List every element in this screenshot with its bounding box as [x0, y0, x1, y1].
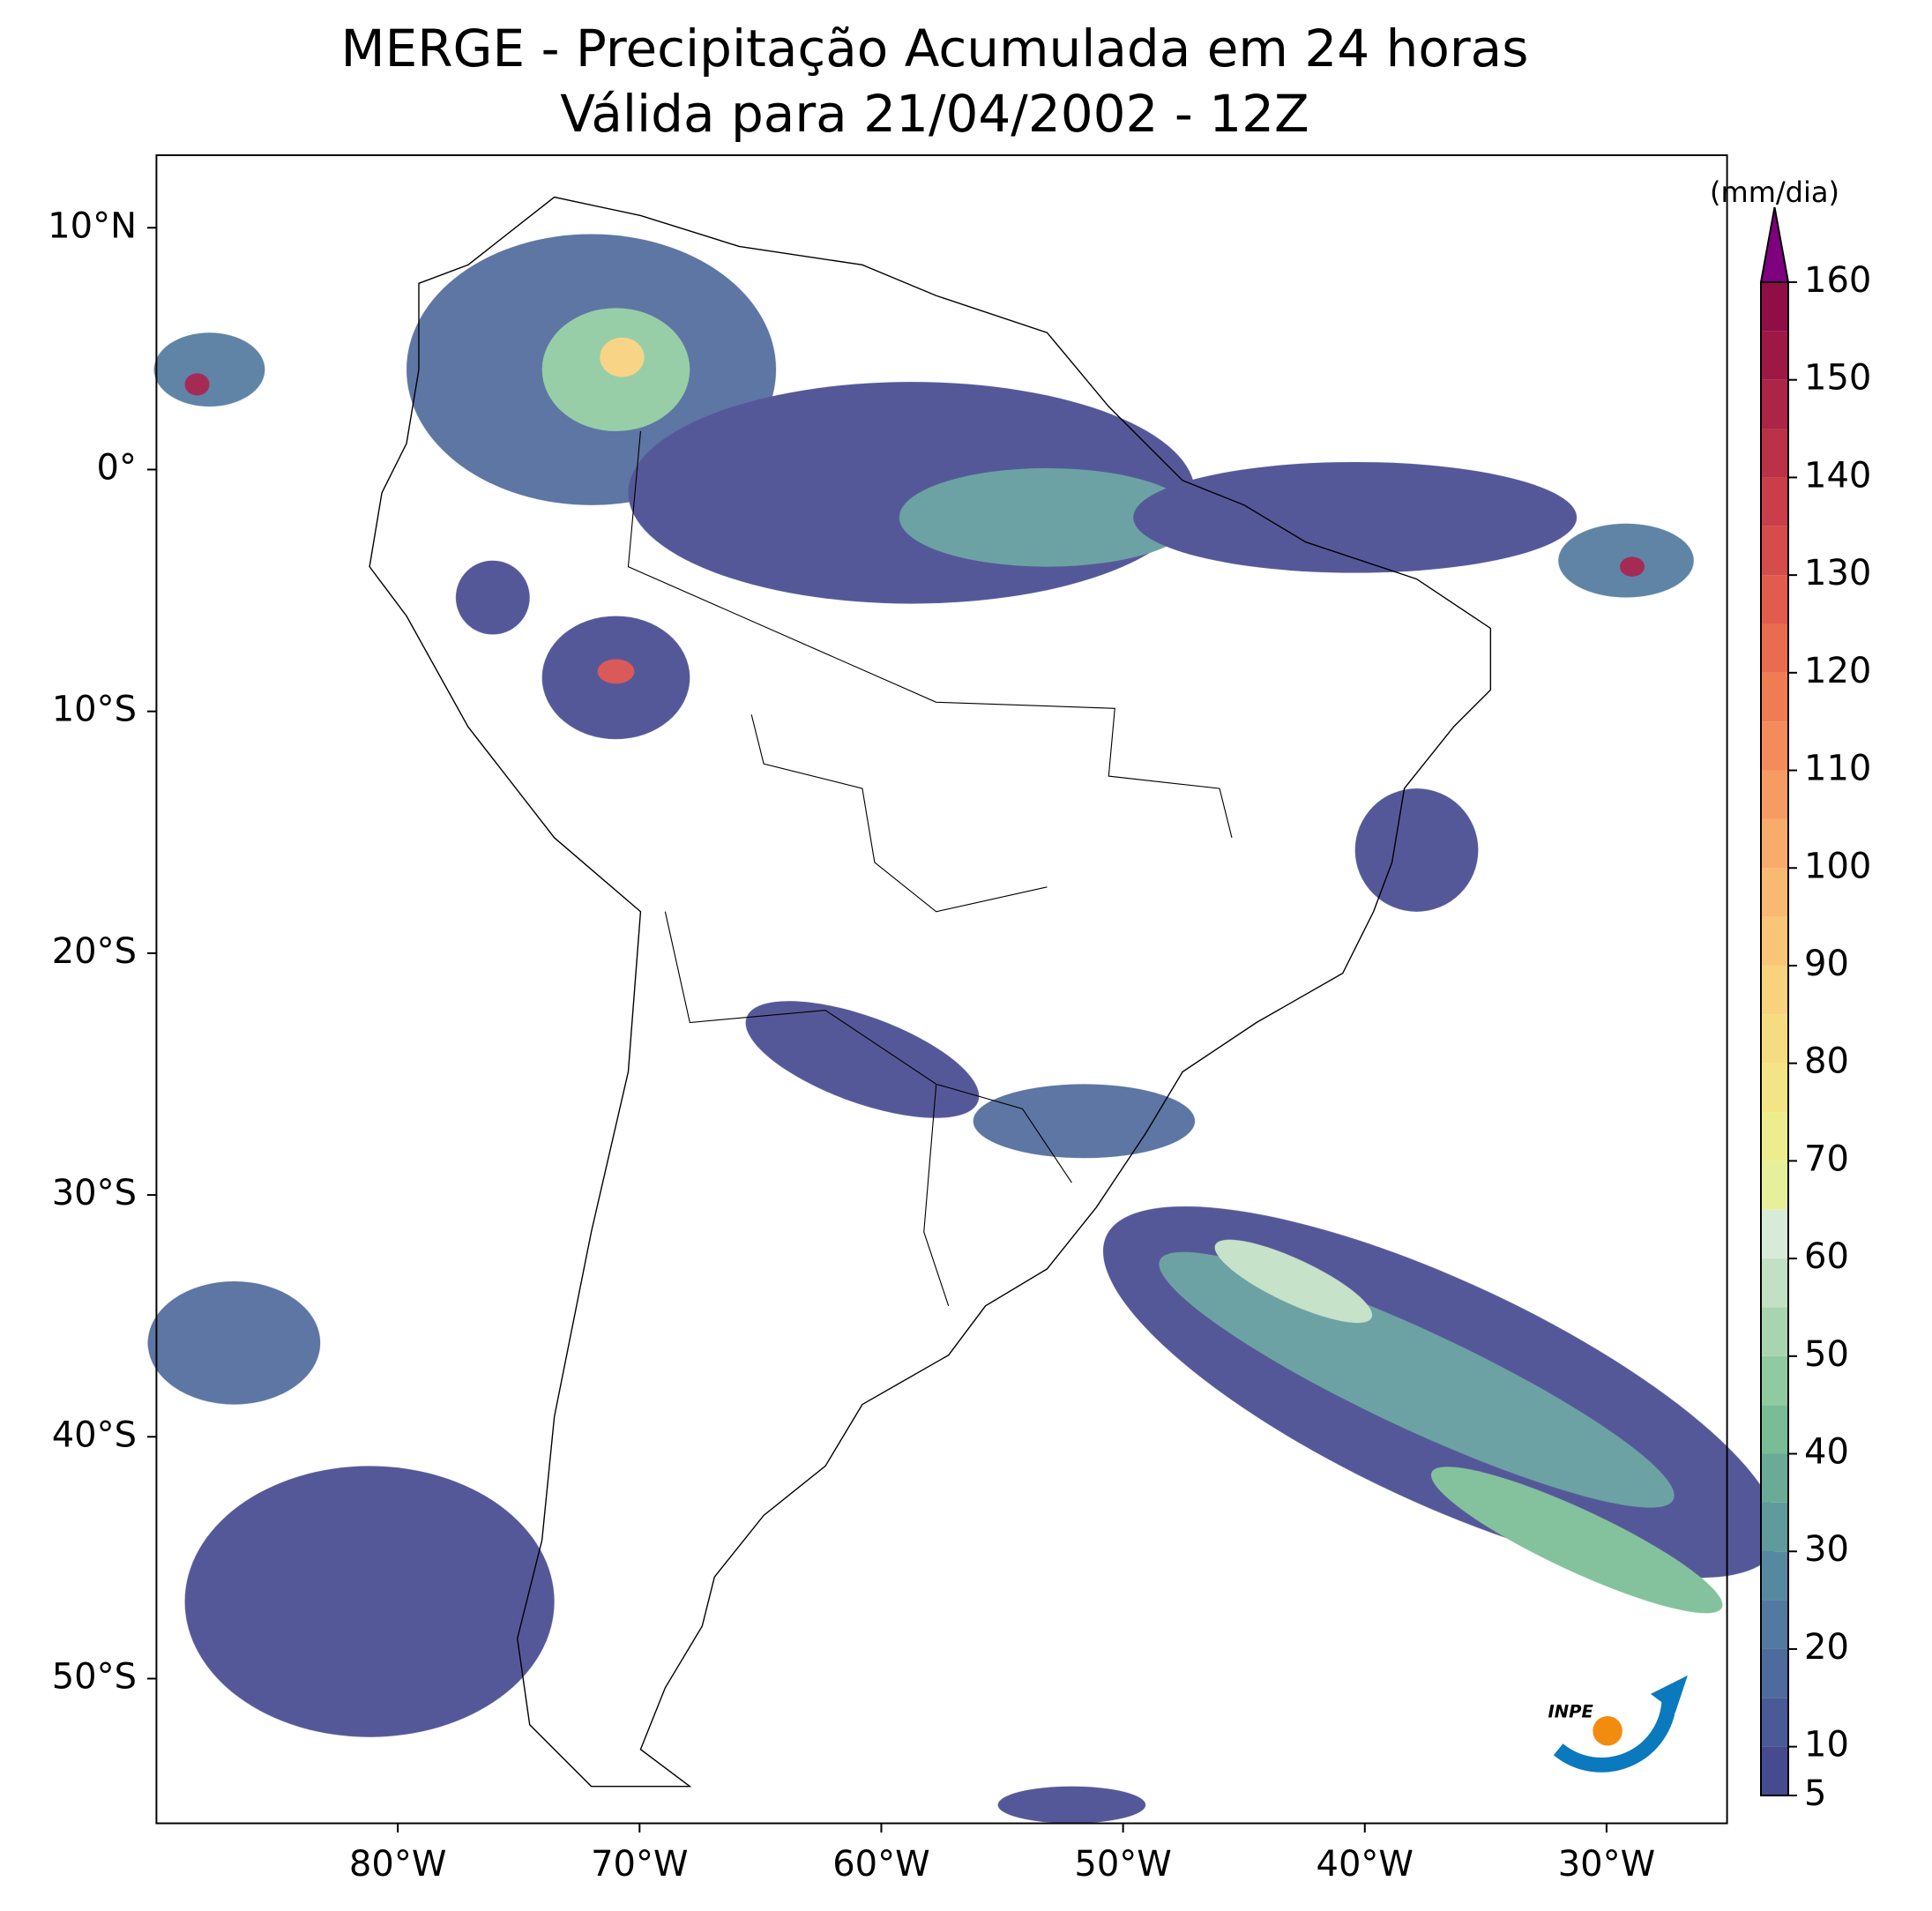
colorbar-tick-label: 140	[1804, 455, 1871, 496]
colorbar-bin	[1761, 868, 1788, 917]
logo-arc	[1553, 1699, 1677, 1773]
colorbar-bin	[1761, 1112, 1788, 1161]
colorbar-bin	[1761, 1502, 1788, 1552]
colorbar-bin	[1761, 1453, 1788, 1503]
colorbar-bin	[1761, 721, 1788, 771]
coastline	[369, 196, 1492, 1788]
title: MERGE - Precipitação Acumulada em 24 hor…	[341, 19, 1529, 78]
logo-arrow	[1650, 1675, 1688, 1713]
colorbar-tick-label: 40	[1804, 1432, 1849, 1473]
colorbar-tick-label: 80	[1804, 1041, 1849, 1082]
colorbar-bin	[1761, 1209, 1788, 1259]
colorbar-bin	[1761, 672, 1788, 722]
y-tick-label: 0°	[97, 447, 137, 488]
colorbar-bin	[1761, 282, 1788, 332]
colorbar-bin	[1761, 818, 1788, 869]
colorbar-bin	[1761, 526, 1788, 576]
borders	[627, 430, 1233, 1306]
colorbar-bin	[1761, 1600, 1788, 1649]
colorbar-tick-label: 100	[1804, 846, 1871, 886]
y-tick-label: 20°S	[52, 931, 137, 972]
colorbar-extend	[1759, 206, 1790, 283]
colorbar-tick-label: 5	[1804, 1773, 1826, 1814]
y-tick-label: 30°S	[52, 1173, 137, 1213]
colorbar-bin	[1761, 477, 1788, 526]
precip-field	[147, 234, 1780, 1824]
colorbar-tick-label: 50	[1804, 1334, 1849, 1375]
x-tick-label: 80°W	[349, 1844, 446, 1885]
colorbar-bin	[1761, 379, 1788, 429]
logo-dot	[1593, 1716, 1622, 1746]
colorbar-frame	[1760, 281, 1789, 1796]
colorbar-tick-label: 120	[1804, 651, 1871, 691]
colorbar-tick-label: 160	[1804, 260, 1871, 301]
colorbar-bin	[1761, 1014, 1788, 1064]
colorbar-bin	[1761, 623, 1788, 673]
colorbar-tick-label: 20	[1804, 1627, 1849, 1668]
colorbar-bin	[1761, 1551, 1788, 1601]
colorbar-tick-label: 30	[1804, 1529, 1849, 1570]
map-layer: INPE	[147, 154, 1780, 1825]
colorbar-bin	[1761, 770, 1788, 819]
colorbar-bin	[1761, 1648, 1788, 1698]
colorbar-bin	[1761, 1405, 1788, 1454]
colorbar-bin	[1761, 1258, 1788, 1308]
colorbar-tick-label: 60	[1804, 1236, 1849, 1277]
y-tick-label: 50°S	[52, 1656, 137, 1697]
y-tick-label: 10°S	[52, 690, 137, 730]
colorbar-bin	[1761, 429, 1788, 478]
x-tick-label: 40°W	[1317, 1844, 1414, 1885]
colorbar-bin	[1761, 1746, 1788, 1795]
subtitle: Válida para 21/04/2002 - 12Z	[560, 84, 1309, 144]
colorbar-bin	[1761, 575, 1788, 624]
colorbar-bin	[1761, 916, 1788, 966]
colorbar-bin	[1761, 1307, 1788, 1356]
y-tick-label: 10°N	[48, 205, 137, 246]
x-tick-label: 70°W	[591, 1844, 688, 1885]
x-tick-label: 60°W	[832, 1844, 929, 1885]
colorbar-bin	[1761, 1063, 1788, 1113]
logo-text: INPE	[1548, 1701, 1594, 1721]
colorbar-label: (mm/dia)	[1710, 175, 1839, 209]
y-tick-label: 40°S	[52, 1415, 137, 1455]
colorbar-tick-label: 90	[1804, 944, 1849, 984]
colorbar-tick-label: 150	[1804, 358, 1871, 399]
colorbar-tick-label: 70	[1804, 1138, 1849, 1179]
x-tick-label: 30°W	[1558, 1844, 1655, 1885]
colorbar-tick-label: 10	[1804, 1725, 1849, 1765]
colorbar-tick-label: 110	[1804, 749, 1871, 789]
colorbar-bin	[1761, 331, 1788, 380]
map-frame	[155, 154, 1728, 1825]
colorbar-bin	[1761, 965, 1788, 1015]
colorbar-tick-label: 130	[1804, 553, 1871, 593]
x-tick-label: 50°W	[1074, 1844, 1171, 1885]
colorbar-bin	[1761, 1161, 1788, 1210]
colorbar-bin	[1761, 1355, 1788, 1406]
colorbar-bin	[1761, 1698, 1788, 1747]
